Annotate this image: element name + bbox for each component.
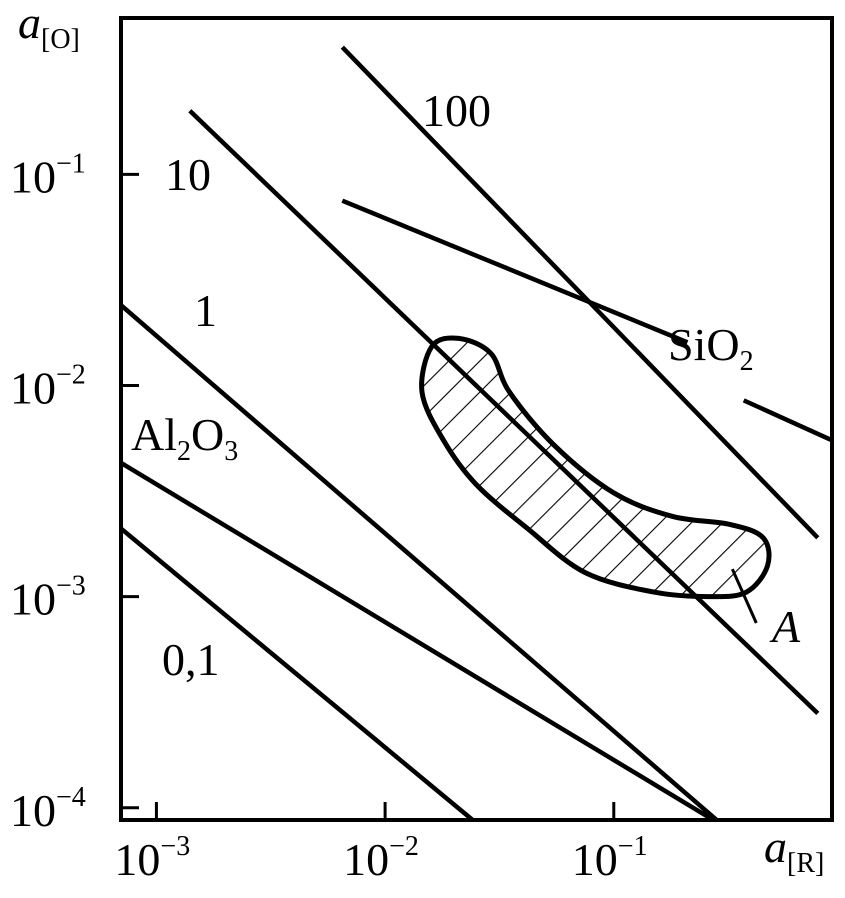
series-line-01 bbox=[119, 526, 474, 822]
series-label-al2o3: Al2O3 bbox=[131, 409, 238, 467]
x-tick-label: 10−3 bbox=[114, 831, 190, 885]
y-tick-label: 10−3 bbox=[10, 571, 86, 625]
series-label-100: 100 bbox=[422, 85, 491, 136]
series-line-sio2 bbox=[341, 198, 689, 345]
x-tick-label: 10−1 bbox=[572, 831, 648, 885]
series-line-100 bbox=[340, 45, 820, 540]
series-label-10: 10 bbox=[165, 149, 211, 200]
label-layer: 100 10 1 0,1 SiO2 Al2O3 A bbox=[131, 85, 801, 685]
plot-frame bbox=[119, 16, 834, 822]
y-axis-label: a[O] bbox=[18, 0, 80, 55]
y-tick-label: 10−4 bbox=[10, 782, 86, 836]
region-label-a: A bbox=[769, 601, 801, 652]
x-axis-label: a[R] bbox=[764, 821, 824, 879]
series-label-0-1: 0,1 bbox=[162, 634, 220, 685]
series-line-sio2-continued bbox=[742, 398, 833, 443]
x-tick-label: 10−2 bbox=[343, 831, 419, 885]
series-line-al2o3 bbox=[119, 460, 714, 822]
series-label-1: 1 bbox=[194, 285, 217, 336]
series-line-1 bbox=[119, 303, 718, 822]
y-tick-label: 10−2 bbox=[10, 359, 86, 413]
series-label-sio2: SiO2 bbox=[668, 319, 754, 377]
series-line-10 bbox=[188, 109, 820, 715]
region-a-leader bbox=[730, 568, 758, 624]
y-tick-label: 10−1 bbox=[10, 148, 86, 202]
axis-layer: 10−3 10−2 10−1 10−4 10−3 10−2 10−1 a[O] a[R] bbox=[10, 0, 834, 885]
plot-layer bbox=[119, 45, 833, 822]
region-a bbox=[419, 335, 772, 600]
